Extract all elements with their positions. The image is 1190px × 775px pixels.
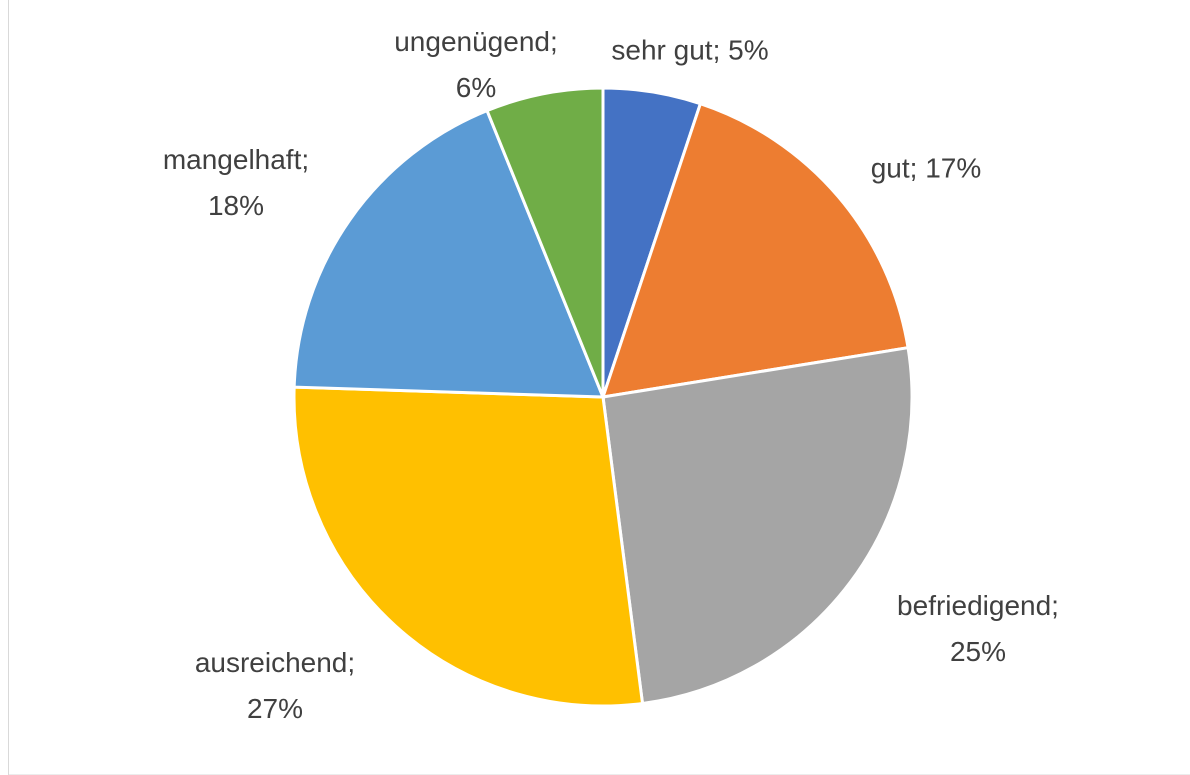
pie-slice bbox=[485, 86, 605, 398]
data-label: ungenügend; 6% bbox=[394, 26, 558, 103]
pie-slice bbox=[600, 101, 910, 399]
pie-slice bbox=[601, 345, 914, 706]
pie-slice bbox=[292, 108, 606, 399]
data-label: sehr gut; 5% bbox=[611, 34, 768, 65]
pie-slice bbox=[292, 385, 645, 708]
data-label: befriedigend; 25% bbox=[897, 590, 1059, 667]
data-label: ausreichend; 27% bbox=[195, 647, 355, 724]
data-label: mangelhaft; 18% bbox=[163, 144, 309, 221]
data-label: gut; 17% bbox=[871, 152, 982, 183]
